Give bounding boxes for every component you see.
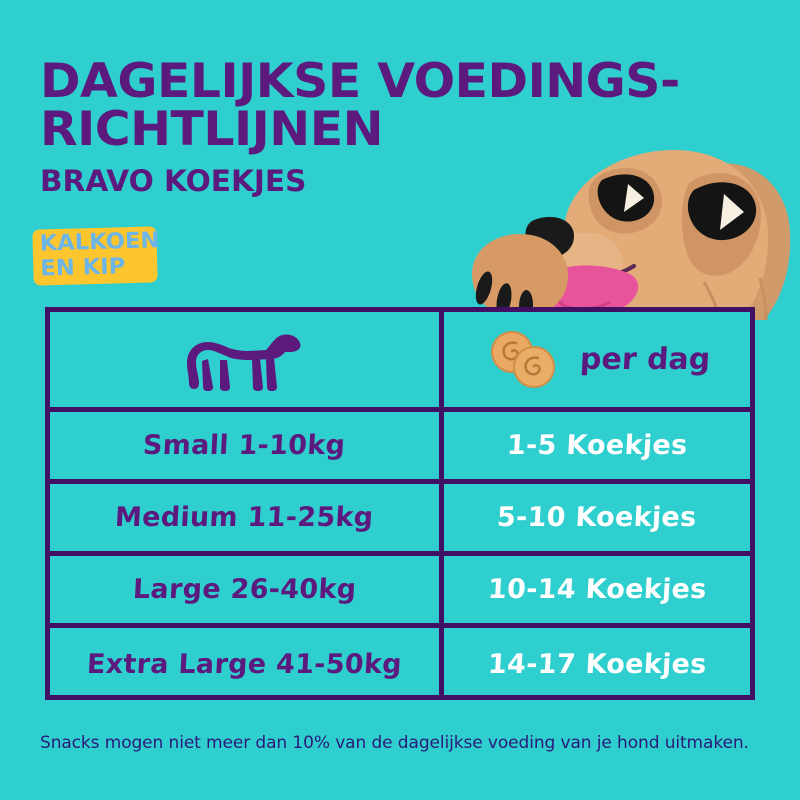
header-cell-per-day: per dag	[444, 312, 750, 407]
flavour-badge: KALKOEN EN KIP	[32, 226, 160, 286]
cell-dog-size: Large 26-40kg	[50, 556, 444, 623]
cookie-amount-text: 14-17 Koekjes	[486, 648, 708, 680]
table-row: Large 26-40kg 10-14 Koekjes	[50, 556, 750, 628]
table-row: Extra Large 41-50kg 14-17 Koekjes	[50, 628, 750, 700]
badge-line-1: KALKOEN	[39, 228, 160, 257]
cell-dog-size: Extra Large 41-50kg	[50, 628, 444, 700]
cell-cookie-amount: 14-17 Koekjes	[444, 628, 750, 700]
cookie-amount-text: 1-5 Koekjes	[505, 430, 688, 461]
badge-line-2: EN KIP	[39, 254, 126, 282]
feeding-table: per dag Small 1-10kg 1-5 Koekjes Medium …	[45, 307, 755, 700]
table-row: Medium 11-25kg 5-10 Koekjes	[50, 484, 750, 556]
header-cell-dog-size	[50, 312, 444, 407]
dog-size-text: Large 26-40kg	[132, 574, 357, 605]
dog-size-text: Medium 11-25kg	[114, 502, 375, 533]
dog-silhouette-icon	[186, 333, 301, 391]
two-cookies-icon	[490, 330, 555, 388]
title-line-1: DAGELIJKSE VOEDINGS-	[40, 54, 680, 109]
cookie-amount-text: 5-10 Koekjes	[496, 502, 698, 533]
table-header-row: per dag	[50, 312, 750, 412]
footer-note: Snacks mogen niet meer dan 10% van de da…	[40, 733, 749, 753]
cell-cookie-amount: 1-5 Koekjes	[444, 412, 750, 479]
cell-cookie-amount: 5-10 Koekjes	[444, 484, 750, 551]
page-subtitle: BRAVO KOEKJES	[40, 164, 307, 198]
cell-cookie-amount: 10-14 Koekjes	[444, 556, 750, 623]
per-day-label: per dag	[578, 342, 712, 377]
cookie-amount-text: 10-14 Koekjes	[486, 574, 708, 605]
table-row: Small 1-10kg 1-5 Koekjes	[50, 412, 750, 484]
cell-dog-size: Small 1-10kg	[50, 412, 444, 479]
title-line-2: RICHTLIJNEN	[40, 102, 383, 157]
page-title: DAGELIJKSE VOEDINGS- RICHTLIJNEN BRAVO K…	[40, 58, 700, 199]
dog-size-text: Small 1-10kg	[142, 430, 347, 461]
dog-size-text: Extra Large 41-50kg	[86, 648, 403, 680]
cell-dog-size: Medium 11-25kg	[50, 484, 444, 551]
